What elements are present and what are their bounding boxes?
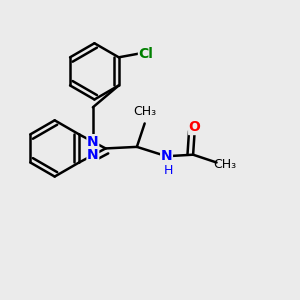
Text: N: N: [161, 149, 172, 163]
Text: N: N: [87, 148, 99, 162]
Text: CH₃: CH₃: [134, 105, 157, 118]
Text: H: H: [164, 164, 173, 177]
Text: O: O: [189, 121, 201, 134]
Text: Cl: Cl: [139, 46, 153, 61]
Text: CH₃: CH₃: [213, 158, 236, 171]
Text: N: N: [87, 135, 99, 149]
